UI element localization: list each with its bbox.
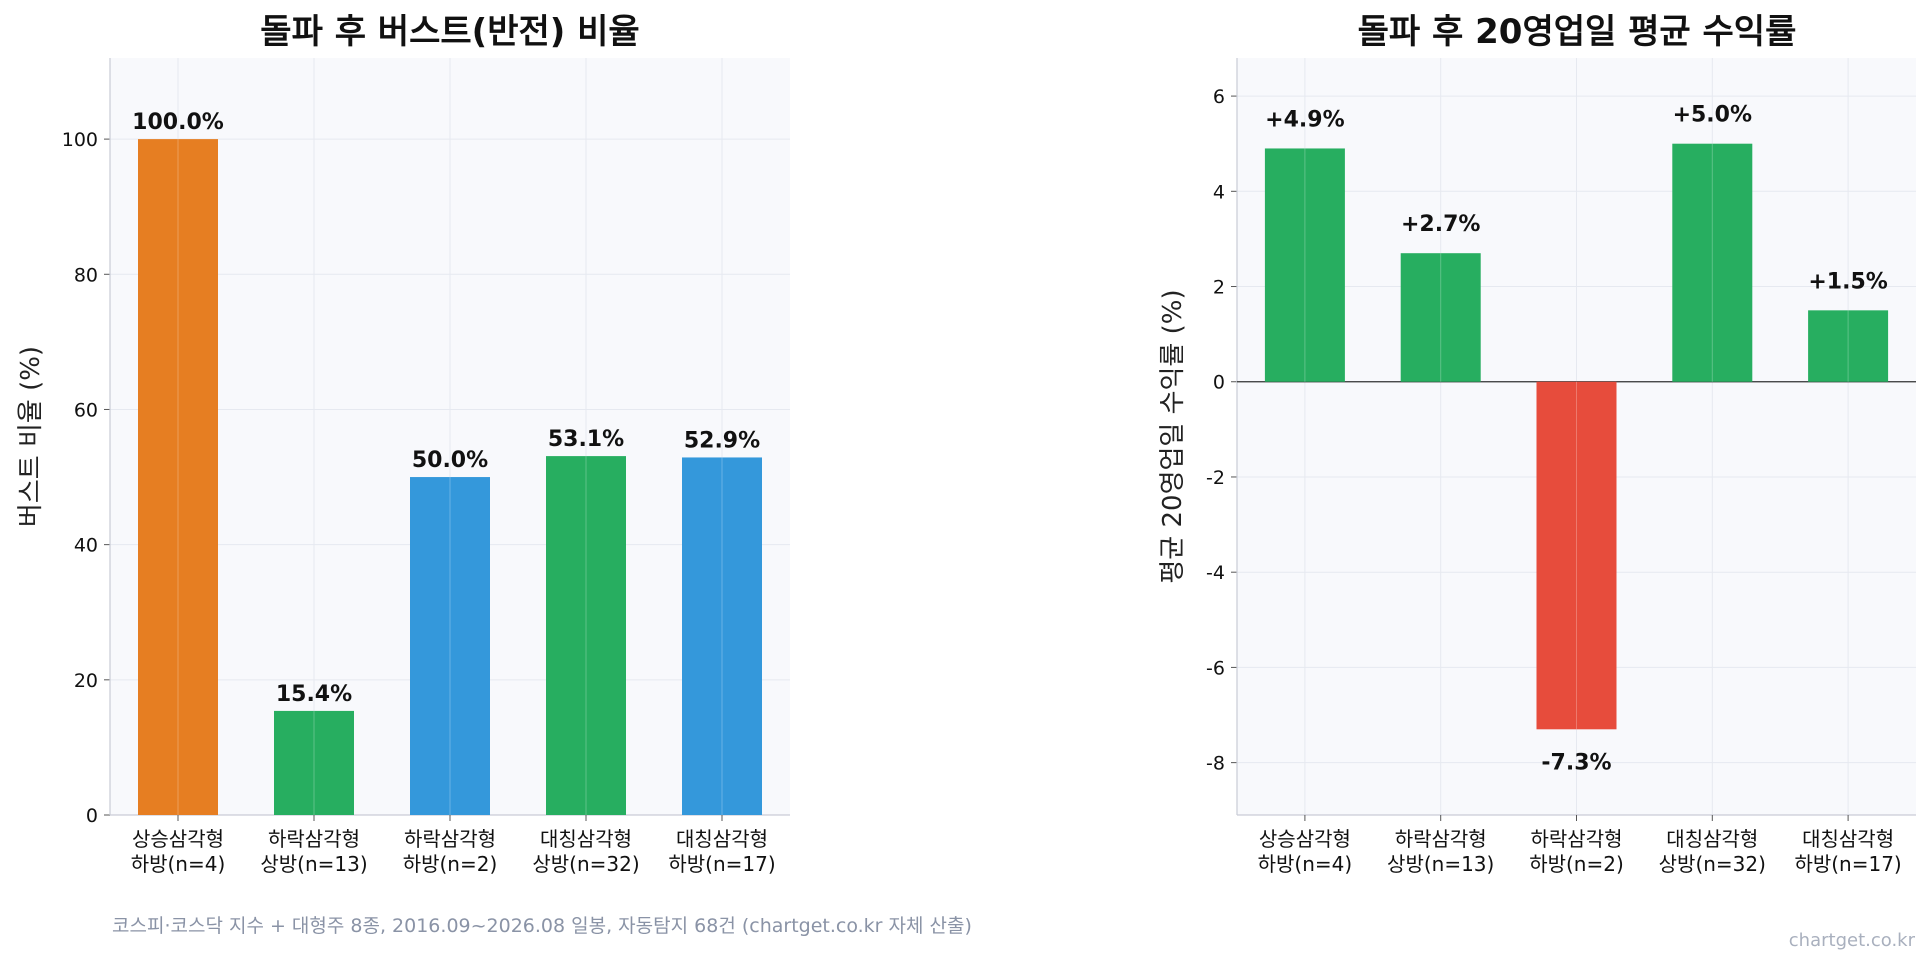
x-tick-label: 상방(n=13)	[1387, 852, 1494, 876]
data-label: 53.1%	[548, 427, 624, 452]
bar	[682, 457, 762, 815]
bar	[274, 710, 354, 815]
x-tick-label: 대칭삼각형	[1802, 827, 1894, 851]
bar	[546, 456, 626, 815]
x-tick-label: 대칭삼각형	[540, 827, 632, 851]
data-label: 100.0%	[132, 110, 224, 135]
y-tick-label: 20	[74, 670, 98, 692]
y-tick-label: 40	[74, 535, 98, 557]
x-tick-label: 하방(n=4)	[1258, 852, 1353, 876]
y-tick-label: 0	[1213, 372, 1225, 394]
x-tick-label: 하방(n=4)	[131, 852, 226, 876]
x-tick-label: 하락삼각형	[1531, 827, 1623, 851]
y-tick-label: 0	[86, 805, 98, 827]
y-tick-label: -2	[1206, 467, 1225, 489]
data-label: 52.9%	[684, 428, 760, 453]
x-tick-label: 하방(n=2)	[1529, 852, 1624, 876]
bar	[1672, 143, 1753, 382]
data-label: +5.0%	[1673, 103, 1752, 128]
brand-watermark: chartget.co.kr	[1789, 930, 1916, 951]
x-tick-label: 하락삼각형	[404, 827, 496, 851]
data-label: +2.7%	[1401, 212, 1480, 237]
data-label: +1.5%	[1808, 269, 1887, 294]
bar	[1808, 310, 1889, 382]
bar	[410, 477, 490, 815]
chart-title: 돌파 후 버스트(반전) 비율	[260, 12, 639, 52]
x-tick-label: 상방(n=32)	[532, 852, 639, 876]
bar	[1264, 148, 1345, 382]
y-tick-label: 60	[74, 399, 98, 421]
y-tick-label: 6	[1213, 86, 1225, 108]
x-tick-label: 하락삼각형	[1395, 827, 1487, 851]
y-axis-label: 평균 20영업일 수익률 (%)	[1158, 289, 1188, 583]
x-tick-label: 하락삼각형	[268, 827, 360, 851]
data-label: 15.4%	[276, 682, 352, 707]
x-tick-label: 상방(n=32)	[1659, 852, 1766, 876]
data-label: 50.0%	[412, 448, 488, 473]
x-tick-label: 상승삼각형	[132, 827, 224, 851]
y-axis-label: 버스트 비율 (%)	[16, 346, 46, 527]
data-label: -7.3%	[1541, 750, 1611, 775]
x-tick-label: 하방(n=2)	[403, 852, 498, 876]
bar	[1536, 381, 1617, 730]
x-tick-label: 상방(n=13)	[260, 852, 367, 876]
y-tick-label: -4	[1206, 562, 1225, 584]
bar	[1400, 253, 1481, 382]
data-label: +4.9%	[1265, 107, 1344, 132]
y-tick-label: 4	[1213, 181, 1225, 203]
y-tick-label: -8	[1206, 753, 1225, 775]
y-tick-label: -6	[1206, 657, 1225, 679]
x-tick-label: 상승삼각형	[1259, 827, 1351, 851]
y-tick-label: 2	[1213, 277, 1225, 299]
bar	[138, 139, 218, 815]
source-note: 코스피·코스닥 지수 + 대형주 8종, 2016.09~2026.08 일봉,…	[112, 915, 972, 937]
x-tick-label: 대칭삼각형	[1666, 827, 1758, 851]
x-tick-label: 하방(n=17)	[668, 852, 775, 876]
y-tick-label: 100	[62, 129, 98, 151]
avg-return-chart: -8-6-4-20246+4.9%상승삼각형하방(n=4)+2.7%하락삼각형상…	[1158, 12, 1916, 876]
y-tick-label: 80	[74, 264, 98, 286]
x-tick-label: 대칭삼각형	[676, 827, 768, 851]
chart-title: 돌파 후 20영업일 평균 수익률	[1358, 12, 1797, 52]
x-tick-label: 하방(n=17)	[1794, 852, 1901, 876]
